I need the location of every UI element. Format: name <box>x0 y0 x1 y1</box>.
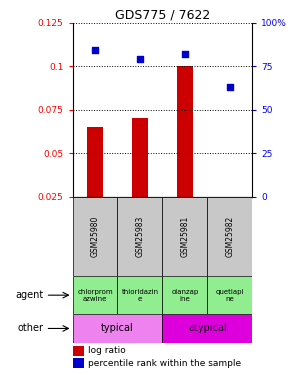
Text: thioridazin
e: thioridazin e <box>121 289 159 302</box>
Bar <box>222 197 238 237</box>
Bar <box>162 314 252 343</box>
Title: GDS775 / 7622: GDS775 / 7622 <box>115 8 210 21</box>
Point <box>138 56 142 62</box>
Bar <box>162 197 207 276</box>
Text: atypical: atypical <box>188 324 227 333</box>
Bar <box>162 276 207 314</box>
Bar <box>72 276 117 314</box>
Text: typical: typical <box>101 324 134 333</box>
Text: other: other <box>17 324 43 333</box>
Bar <box>87 127 103 197</box>
Bar <box>177 66 193 197</box>
Text: agent: agent <box>15 290 43 300</box>
Bar <box>72 314 162 343</box>
Text: olanzap
ine: olanzap ine <box>171 289 198 302</box>
Text: GSM25983: GSM25983 <box>135 216 144 257</box>
Point <box>93 47 97 53</box>
Bar <box>207 276 252 314</box>
Text: GSM25980: GSM25980 <box>90 216 99 257</box>
Point <box>183 51 187 57</box>
Bar <box>117 197 162 276</box>
Text: GSM25982: GSM25982 <box>225 216 234 257</box>
Bar <box>117 276 162 314</box>
Bar <box>132 118 148 197</box>
Bar <box>207 197 252 276</box>
Text: GSM25981: GSM25981 <box>180 216 189 257</box>
Text: log ratio: log ratio <box>88 346 126 355</box>
Text: chlorprom
azwine: chlorprom azwine <box>77 289 113 302</box>
Point <box>228 84 232 90</box>
Text: quetiapi
ne: quetiapi ne <box>215 289 244 302</box>
Bar <box>72 197 117 276</box>
Bar <box>72 358 84 368</box>
Bar <box>72 346 84 355</box>
Text: percentile rank within the sample: percentile rank within the sample <box>88 359 241 368</box>
